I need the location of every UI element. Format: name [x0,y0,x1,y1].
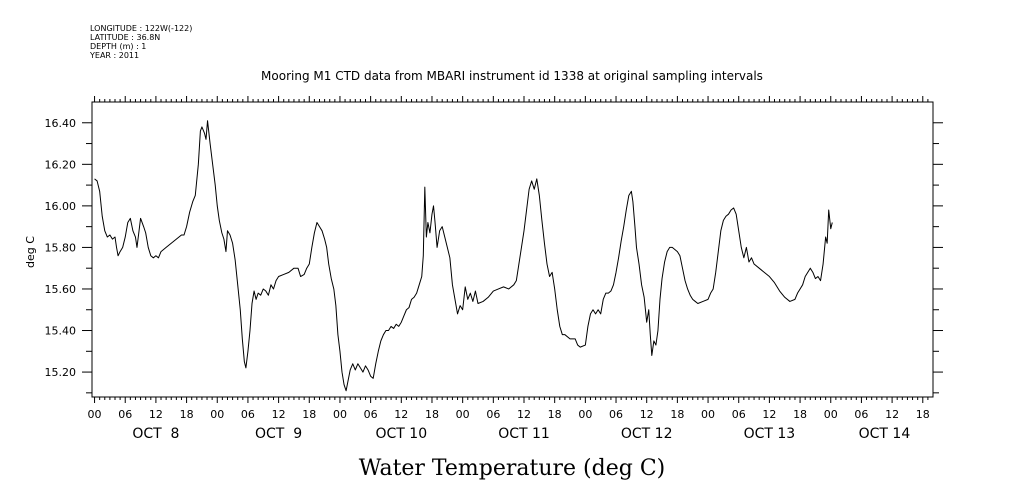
x-day-label: OCT 8 [132,426,179,442]
x-hour-label: 06 [118,408,132,421]
series-group [94,120,833,392]
x-hour-label: 12 [272,408,286,421]
y-axis-label: deg C [24,236,37,268]
footer-title: Water Temperature (deg C) [359,456,666,481]
axis-ticks [82,96,943,403]
x-axis-day-labels: OCT 8 OCT 9 OCT 10 OCT 11 OCT 12 OCT 13 OCT 14 [132,426,910,442]
plot-border [91,101,934,398]
meta-line-latitude: LATITUDE : 36.8N [90,33,160,42]
x-day-label: OCT 13 [744,426,796,442]
x-hour-label: 06 [854,408,868,421]
meta-line-depth: DEPTH (m) : 1 [90,42,146,51]
x-hour-label: 00 [578,408,592,421]
x-hour-label: 06 [609,408,623,421]
x-day-label: OCT 11 [498,426,550,442]
metadata-block: LONGITUDE : 122W(-122) LATITUDE : 36.8N … [89,24,192,60]
x-hour-label: 18 [916,408,930,421]
y-tick-label: 16.40 [45,117,77,130]
x-axis-hour-labels: 00 06 12 18 00 06 12 18 00 06 12 18 00 06 12 18 00 06 12 18… [88,408,930,421]
x-hour-label: 18 [793,408,807,421]
y-tick-label: 16.20 [45,158,77,171]
x-hour-label: 00 [88,408,102,421]
chart-title: Mooring M1 CTD data from MBARI instrumen… [261,69,763,83]
x-hour-label: 12 [517,408,531,421]
x-hour-label: 00 [701,408,715,421]
y-tick-label: 16.00 [45,200,77,213]
series-line-water-temperature [94,120,833,392]
plot-frame [91,101,934,398]
x-hour-label: 18 [425,408,439,421]
meta-line-longitude: LONGITUDE : 122W(-122) [90,24,192,33]
x-hour-label: 12 [149,408,163,421]
x-hour-label: 18 [670,408,684,421]
x-hour-label: 12 [762,408,776,421]
y-tick-label: 15.40 [45,325,77,338]
y-tick-label: 15.20 [45,366,77,379]
x-hour-label: 18 [302,408,316,421]
x-hour-label: 12 [885,408,899,421]
x-hour-label: 00 [333,408,347,421]
x-hour-label: 06 [364,408,378,421]
x-hour-label: 18 [180,408,194,421]
y-tick-label: 15.80 [45,241,77,254]
x-hour-label: 00 [824,408,838,421]
meta-line-year: YEAR : 2011 [89,51,139,60]
x-hour-label: 12 [394,408,408,421]
x-hour-label: 06 [241,408,255,421]
x-hour-label: 00 [456,408,470,421]
x-day-label: OCT 14 [859,426,911,442]
x-hour-label: 18 [548,408,562,421]
x-day-label: OCT 9 [255,426,302,442]
x-day-label: OCT 10 [375,426,427,442]
x-hour-label: 06 [732,408,746,421]
x-hour-label: 06 [486,408,500,421]
x-hour-label: 12 [640,408,654,421]
x-hour-label: 00 [210,408,224,421]
y-axis-tick-labels: 15.20 15.40 15.60 15.80 16.00 16.20 16.40 [45,117,77,379]
x-day-label: OCT 12 [621,426,673,442]
y-tick-label: 15.60 [45,283,77,296]
